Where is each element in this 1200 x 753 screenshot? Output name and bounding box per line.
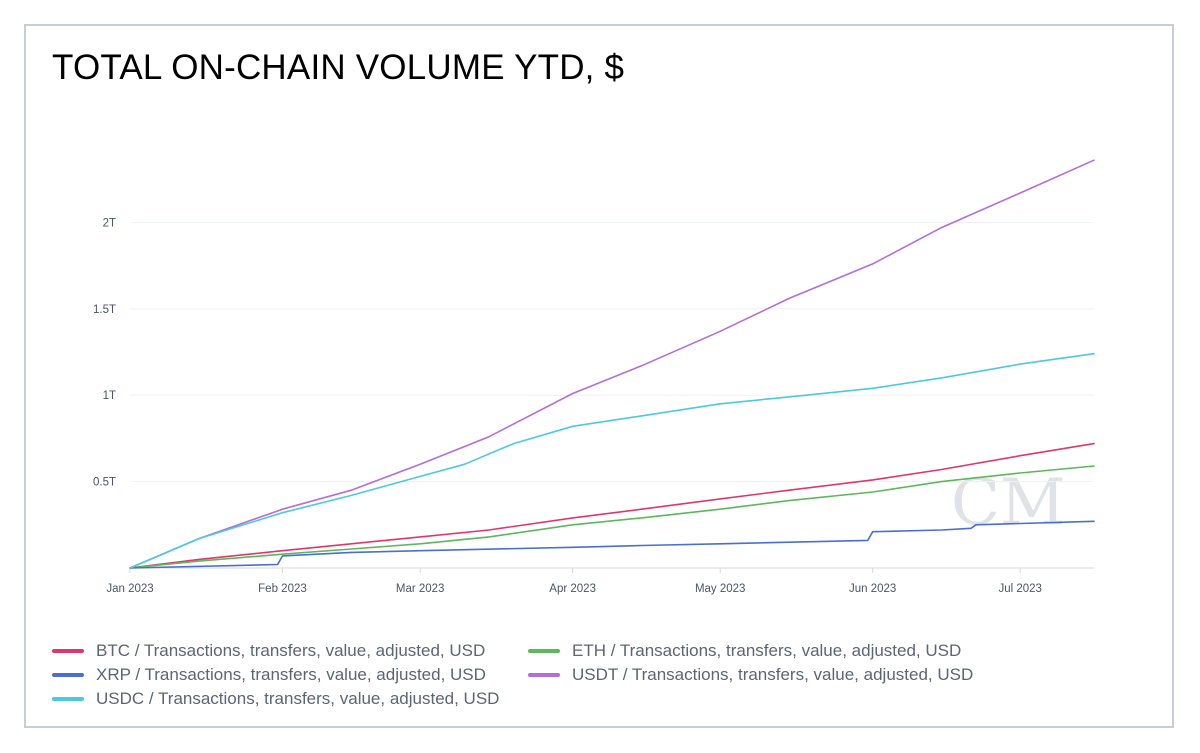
legend-item-eth[interactable]: ETH / Transactions, transfers, value, ad… bbox=[528, 641, 961, 661]
series-line-xrp bbox=[129, 520, 1095, 569]
legend-item-usdt[interactable]: USDT / Transactions, transfers, value, a… bbox=[528, 665, 973, 685]
chart-title: TOTAL ON-CHAIN VOLUME YTD, $ bbox=[52, 48, 625, 87]
legend-label: BTC / Transactions, transfers, value, ad… bbox=[96, 641, 486, 660]
legend-item-btc[interactable]: BTC / Transactions, transfers, value, ad… bbox=[52, 641, 485, 661]
series-line-btc bbox=[129, 442, 1095, 569]
legend-label: XRP / Transactions, transfers, value, ad… bbox=[96, 665, 486, 684]
legend-item-usdc[interactable]: USDC / Transactions, transfers, value, a… bbox=[52, 689, 499, 709]
chart-frame: TOTAL ON-CHAIN VOLUME YTD, $ CM 0.5T 1T 1.5… bbox=[24, 24, 1174, 728]
series-line-eth bbox=[129, 465, 1095, 569]
legend-label: USDT / Transactions, transfers, value, a… bbox=[572, 665, 974, 684]
x-tick-label-5: Jun 2023 bbox=[849, 583, 896, 595]
legend-swatch bbox=[528, 649, 560, 653]
legend-swatch bbox=[528, 673, 560, 677]
y-tick-label-1: 1T bbox=[103, 390, 116, 402]
y-tick-label-3: 2T bbox=[103, 217, 116, 229]
series-line-usdc bbox=[129, 352, 1095, 569]
legend-swatch bbox=[52, 673, 84, 677]
legend-swatch bbox=[52, 697, 84, 701]
x-tick-label-6: Jul 2023 bbox=[998, 583, 1041, 595]
y-tick-label-2: 1.5T bbox=[93, 304, 116, 316]
x-tick-label-1: Feb 2023 bbox=[258, 583, 307, 595]
legend-swatch bbox=[52, 649, 84, 653]
legend-label: USDC / Transactions, transfers, value, a… bbox=[96, 689, 500, 708]
x-tick-label-4: May 2023 bbox=[695, 583, 746, 595]
x-tick-label-0: Jan 2023 bbox=[106, 583, 153, 595]
legend-item-xrp[interactable]: XRP / Transactions, transfers, value, ad… bbox=[52, 665, 486, 685]
y-tick-label-0: 0.5T bbox=[93, 477, 116, 489]
legend-label: ETH / Transactions, transfers, value, ad… bbox=[572, 641, 962, 660]
x-tick-label-3: Apr 2023 bbox=[549, 583, 596, 595]
x-tick-label-2: Mar 2023 bbox=[396, 583, 445, 595]
series-line-usdt bbox=[129, 159, 1095, 569]
